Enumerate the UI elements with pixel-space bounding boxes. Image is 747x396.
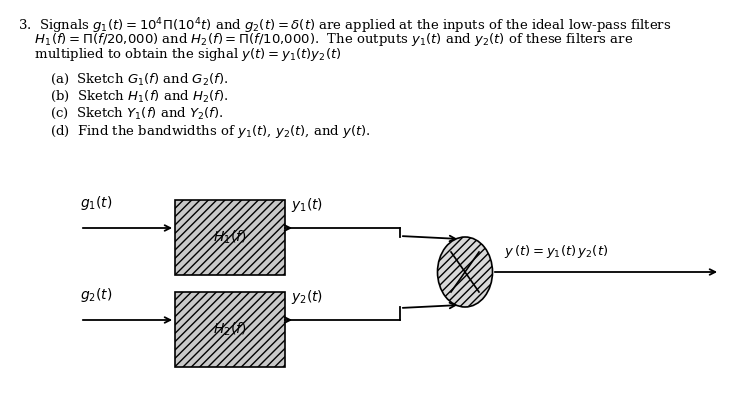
Text: (c)  Sketch $Y_1(f)$ and $Y_2(f)$.: (c) Sketch $Y_1(f)$ and $Y_2(f)$. [50,106,223,121]
Text: $y\,(t) = y_1(t)\,y_2(t)$: $y\,(t) = y_1(t)\,y_2(t)$ [504,243,608,260]
Bar [175,200,285,275]
Ellipse shape [438,237,492,307]
Text: $g_2(t)$: $g_2(t)$ [80,286,113,304]
Text: $H_2(f)$: $H_2(f)$ [213,321,247,338]
Text: (b)  Sketch $H_1(f)$ and $H_2(f)$.: (b) Sketch $H_1(f)$ and $H_2(f)$. [50,89,229,104]
Text: multiplied to obtain the sighal $y(t) = y_1(t)y_2(t)$: multiplied to obtain the sighal $y(t) = … [18,46,341,63]
Text: $y_2(t)$: $y_2(t)$ [291,288,323,306]
Text: (d)  Find the bandwidths of $y_1(t)$, $y_2(t)$, and $y(t)$.: (d) Find the bandwidths of $y_1(t)$, $y_… [50,123,371,140]
Text: $H_1(f) = \Pi(f/20{,}000)$ and $H_2(f) = \Pi(f/10{,}000)$.  The outputs $y_1(t)$: $H_1(f) = \Pi(f/20{,}000)$ and $H_2(f) =… [18,31,633,48]
Text: $H_1(f)$: $H_1(f)$ [213,229,247,246]
Text: (a)  Sketch $G_1(f)$ and $G_2(f)$.: (a) Sketch $G_1(f)$ and $G_2(f)$. [50,72,229,87]
Text: $g_1(t)$: $g_1(t)$ [80,194,113,212]
Text: 3.  Signals $g_1(t) = 10^4\Pi(10^4t)$ and $g_2(t) = \delta(t)$ are applied at th: 3. Signals $g_1(t) = 10^4\Pi(10^4t)$ and… [18,16,672,36]
Bar [175,292,285,367]
Text: $y_1(t)$: $y_1(t)$ [291,196,323,214]
